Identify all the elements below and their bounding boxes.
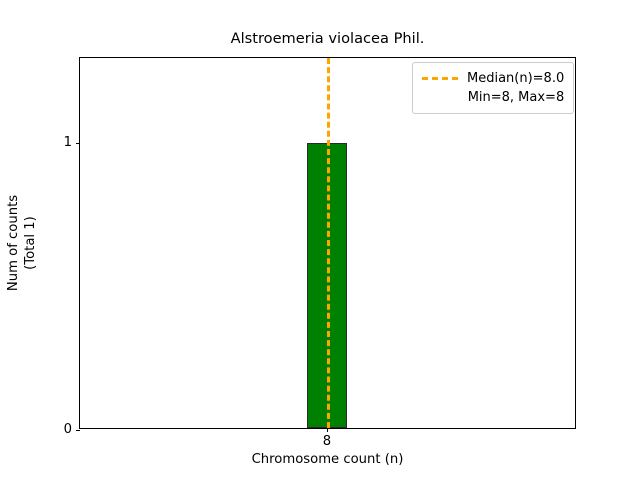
xtick-label-8: 8 — [322, 434, 332, 449]
median-line — [327, 58, 330, 428]
chart-title: Alstroemeria violacea Phil. — [230, 30, 425, 47]
ytick-mark-0 — [76, 430, 80, 431]
plot-axes: 0 1 8 — [64, 57, 576, 449]
dashed-line-icon — [422, 77, 458, 80]
y-axis-label: Num of counts (Total 1) — [5, 195, 39, 291]
chart-legend: Median(n)=8.0 Min=8, Max=8 — [412, 62, 575, 114]
xtick-mark-8 — [327, 428, 328, 432]
ytick-label-0: 0 — [63, 422, 72, 437]
y-axis-label-line2: (Total 1) — [23, 216, 38, 270]
legend-label-minmax: Min=8, Max=8 — [467, 90, 565, 105]
legend-entry-median: Median(n)=8.0 — [422, 69, 564, 88]
plot-inner-area — [80, 58, 575, 428]
y-axis-label-line1: Num of counts — [6, 194, 21, 292]
ytick-label-1: 1 — [63, 134, 72, 150]
legend-label-median: Median(n)=8.0 — [467, 71, 565, 86]
legend-entry-minmax: Min=8, Max=8 — [422, 88, 565, 107]
x-axis-label: Chromosome count (n) — [251, 452, 404, 467]
ytick-mark-1 — [76, 142, 80, 144]
